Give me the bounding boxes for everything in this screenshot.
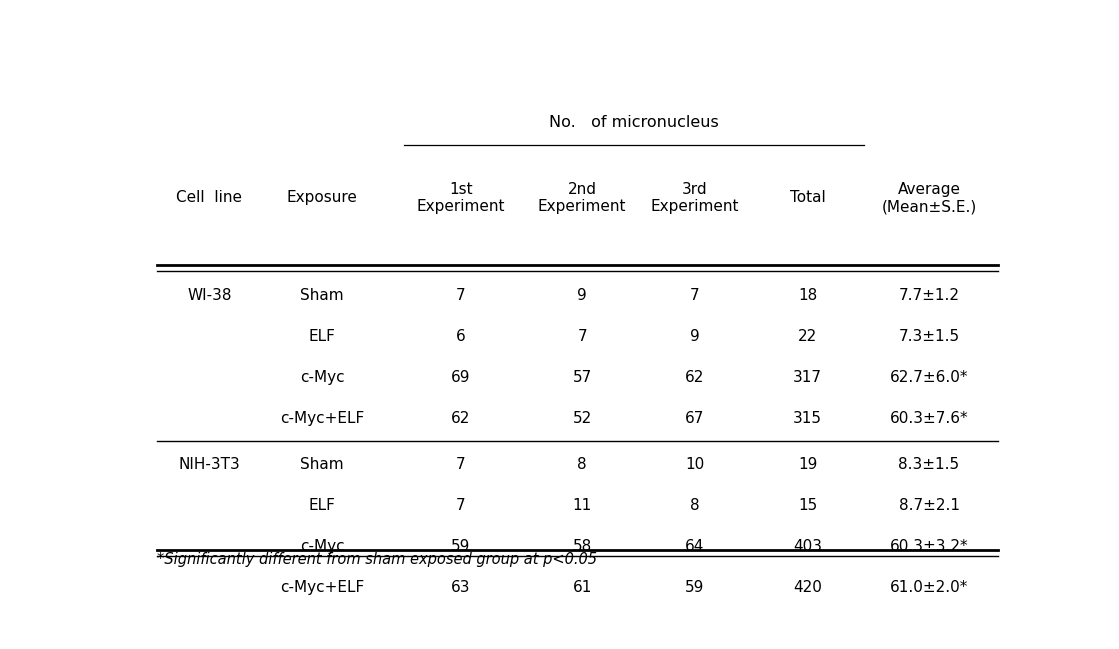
Text: c-Myc+ELF: c-Myc+ELF <box>280 580 364 594</box>
Text: 8: 8 <box>577 457 587 472</box>
Text: c-Myc+ELF: c-Myc+ELF <box>280 411 364 426</box>
Text: 18: 18 <box>798 288 817 303</box>
Text: 3rd
Experiment: 3rd Experiment <box>650 182 740 214</box>
Text: Cell  line: Cell line <box>177 190 242 205</box>
Text: ELF: ELF <box>309 498 336 513</box>
Text: 62: 62 <box>451 411 470 426</box>
Text: 67: 67 <box>685 411 705 426</box>
Text: 57: 57 <box>573 370 592 385</box>
Text: Sham: Sham <box>300 457 344 472</box>
Text: 8: 8 <box>690 498 699 513</box>
Text: Total: Total <box>790 190 826 205</box>
Text: 7: 7 <box>577 329 587 344</box>
Text: 7: 7 <box>455 498 466 513</box>
Text: 7: 7 <box>690 288 699 303</box>
Text: 1st
Experiment: 1st Experiment <box>416 182 505 214</box>
Text: Sham: Sham <box>300 288 344 303</box>
Text: 59: 59 <box>685 580 705 594</box>
Text: 7.3±1.5: 7.3±1.5 <box>899 329 960 344</box>
Text: 61: 61 <box>573 580 592 594</box>
Text: 11: 11 <box>573 498 592 513</box>
Text: 63: 63 <box>451 580 470 594</box>
Text: ELF: ELF <box>309 329 336 344</box>
Text: 7.7±1.2: 7.7±1.2 <box>899 288 960 303</box>
Text: 60.3±7.6*: 60.3±7.6* <box>890 411 968 426</box>
Text: 403: 403 <box>793 539 822 554</box>
Text: 19: 19 <box>798 457 817 472</box>
Text: 52: 52 <box>573 411 592 426</box>
Text: 10: 10 <box>685 457 705 472</box>
Text: 69: 69 <box>451 370 470 385</box>
Text: 60.3±3.2*: 60.3±3.2* <box>890 539 968 554</box>
Text: Exposure: Exposure <box>286 190 357 205</box>
Text: 9: 9 <box>690 329 699 344</box>
Text: 59: 59 <box>451 539 470 554</box>
Text: 8.7±2.1: 8.7±2.1 <box>899 498 960 513</box>
Text: 62.7±6.0*: 62.7±6.0* <box>890 370 968 385</box>
Text: 15: 15 <box>798 498 817 513</box>
Text: 315: 315 <box>793 411 822 426</box>
Text: No.   of micronucleus: No. of micronucleus <box>549 116 720 130</box>
Text: c-Myc: c-Myc <box>300 370 345 385</box>
Text: WI-38: WI-38 <box>187 288 232 303</box>
Text: 58: 58 <box>573 539 592 554</box>
Text: 61.0±2.0*: 61.0±2.0* <box>890 580 968 594</box>
Text: 317: 317 <box>793 370 822 385</box>
Text: 7: 7 <box>455 288 466 303</box>
Text: 6: 6 <box>455 329 466 344</box>
Text: 2nd
Experiment: 2nd Experiment <box>538 182 627 214</box>
Text: Average
(Mean±S.E.): Average (Mean±S.E.) <box>882 182 977 214</box>
Text: NIH-3T3: NIH-3T3 <box>178 457 241 472</box>
Text: 420: 420 <box>793 580 822 594</box>
Text: 9: 9 <box>577 288 587 303</box>
Text: 62: 62 <box>685 370 705 385</box>
Text: c-Myc: c-Myc <box>300 539 345 554</box>
Text: 8.3±1.5: 8.3±1.5 <box>899 457 960 472</box>
Text: 22: 22 <box>798 329 817 344</box>
Text: *Significantly different from sham exposed group at p<0.05: *Significantly different from sham expos… <box>157 552 598 567</box>
Text: 7: 7 <box>455 457 466 472</box>
Text: 64: 64 <box>685 539 705 554</box>
